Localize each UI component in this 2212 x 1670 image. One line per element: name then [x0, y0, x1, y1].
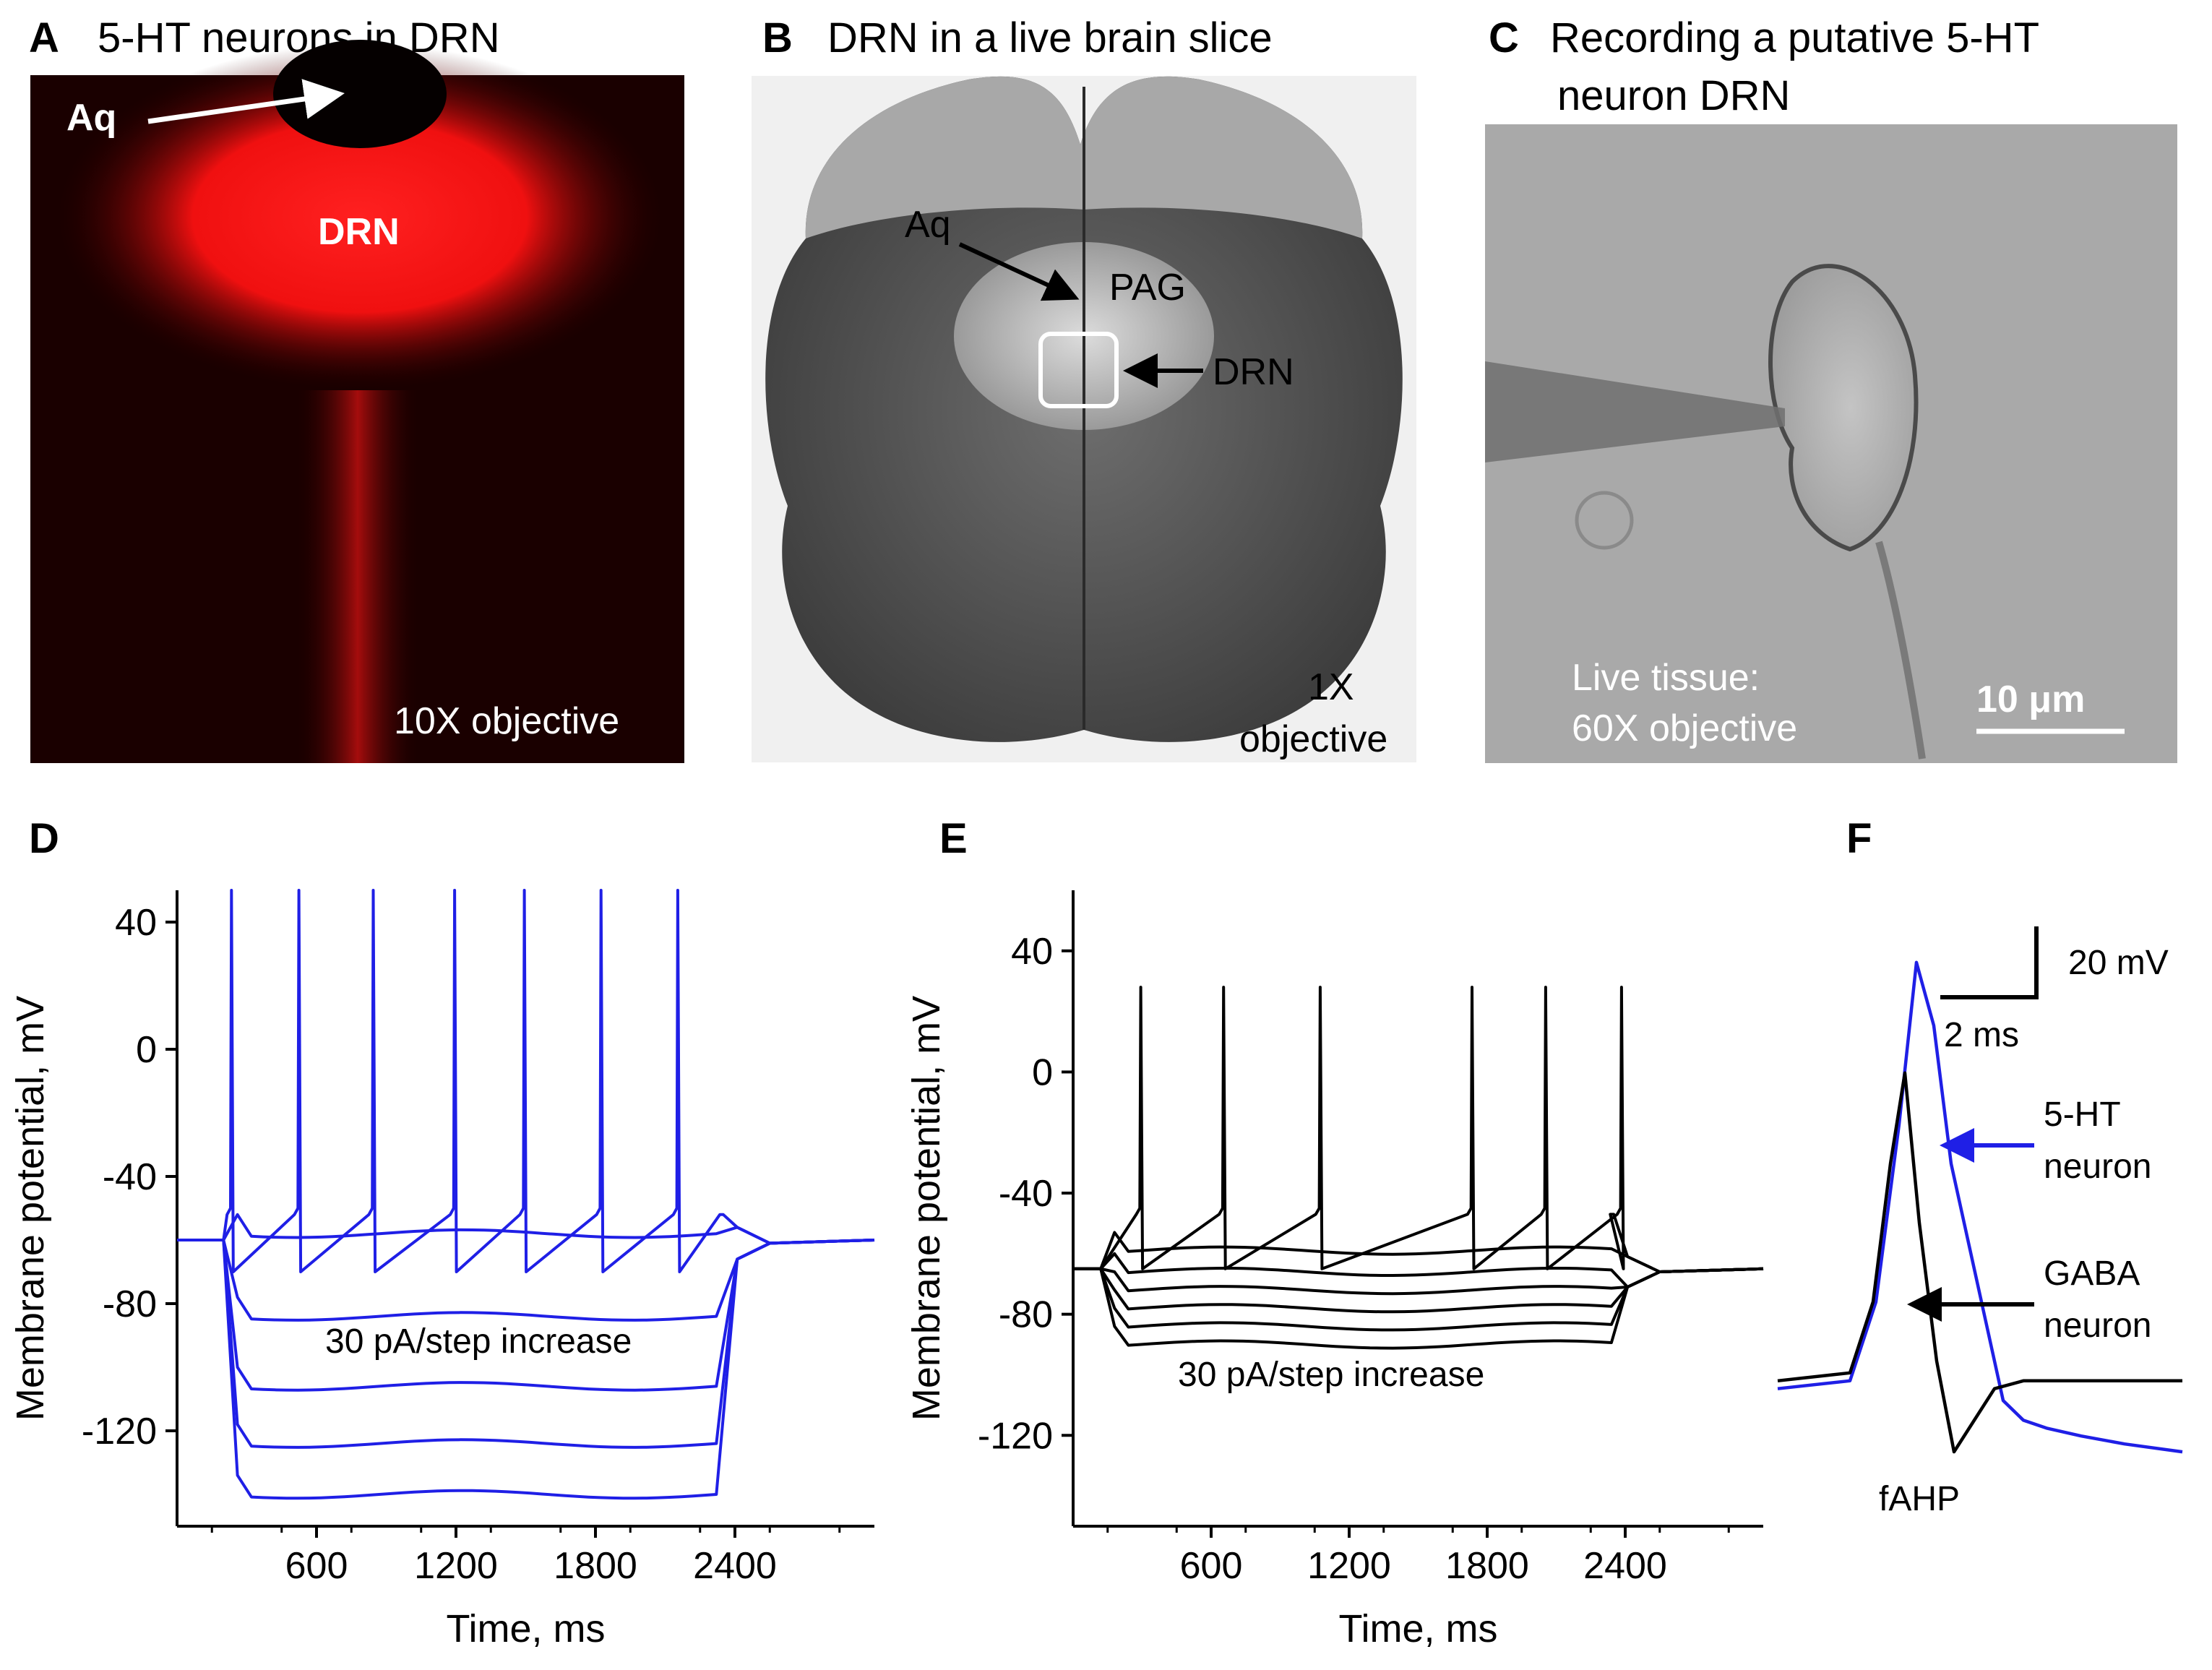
- panel-b-label: B: [762, 14, 793, 61]
- recording-pipette: [1485, 361, 1785, 462]
- panel-d: D 40 0 -40 -80 -120 600 1200 1800 2400 Time, ms Me…: [9, 815, 875, 1650]
- panel-a: A 5-HT neurons in DRN Aq DRN 10X objecti…: [29, 14, 684, 763]
- y-tick-label: -120: [82, 1411, 157, 1452]
- trace-5-ht-neuron: [1777, 960, 2183, 1454]
- ht-label-2: neuron: [2044, 1148, 2151, 1186]
- trace-spiking-step: [1073, 986, 1764, 1273]
- trace-step--3: [177, 1239, 875, 1449]
- panel-a-drn-label: DRN: [318, 211, 400, 253]
- panel-b-pag-label: PAG: [1109, 267, 1186, 309]
- neuron-soma: [1768, 264, 1919, 552]
- panel-e-annotation: 30 pA/step increase: [1178, 1356, 1484, 1394]
- trace-gaba-neuron: [1777, 1071, 2182, 1454]
- trace-spiking-step: [177, 889, 875, 1273]
- chart-d: 40 0 -40 -80 -120 600 1200 1800 2400 Time, ms Memb…: [9, 889, 875, 1650]
- panel-c: C Recording a putative 5-HT neuron DRN L…: [1485, 14, 2177, 763]
- panel-b-drn-label: DRN: [1213, 351, 1294, 393]
- y-tick-label: -80: [103, 1283, 157, 1325]
- y-tick-label: -120: [978, 1415, 1053, 1457]
- midline-fibers: [296, 390, 419, 763]
- y-tick-label: 40: [1011, 931, 1053, 973]
- panel-b-aq-arrow: [958, 242, 1080, 301]
- x-tick-label: 2400: [1583, 1545, 1667, 1587]
- y-axis-label: Membrane potential, mV: [905, 996, 948, 1421]
- chart-e: 40 0 -40 -80 -120 600 1200 1800 2400 Time, ms Memb…: [905, 890, 1764, 1650]
- x-tick-label: 1200: [1307, 1545, 1391, 1587]
- panel-b-objective-2: objective: [1239, 718, 1387, 760]
- trace-step-2: [1073, 1252, 1764, 1288]
- panel-c-label: C: [1489, 14, 1519, 61]
- panel-a-aq-label: Aq: [66, 97, 116, 139]
- scale-t-label: 2 ms: [1944, 1016, 2019, 1054]
- panel-e: E 40 0 -40 -80 -120 600 1200 1800 2400 Time, ms Me…: [905, 815, 1764, 1650]
- trace-step--4: [177, 1239, 875, 1500]
- panel-b-aq-label: Aq: [905, 204, 951, 246]
- trace-step-4: [1073, 1267, 1764, 1314]
- panel-d-annotation: 30 pA/step increase: [325, 1322, 632, 1361]
- y-tick-label: -80: [999, 1294, 1053, 1336]
- panel-c-live-2: 60X objective: [1572, 707, 1797, 749]
- panel-f: F 20 mV 2 ms 5-HT neuron GABA neuron fAH…: [1777, 815, 2183, 1518]
- x-tick-label: 600: [285, 1545, 348, 1587]
- aqueduct-dark: [273, 40, 447, 148]
- panel-b: B DRN in a live brain slice Aq PAG DRN 1…: [752, 14, 1416, 762]
- trace-step-0: [177, 1213, 875, 1245]
- y-tick-label: -40: [999, 1173, 1053, 1215]
- y-tick-label: 0: [136, 1029, 157, 1071]
- x-tick-label: 1800: [1445, 1545, 1529, 1587]
- ht-label-1: 5-HT: [2044, 1096, 2121, 1134]
- drn-box: [1038, 332, 1119, 408]
- neighbor-cell: [1575, 491, 1634, 550]
- drn-glow: [56, 43, 663, 390]
- y-tick-label: 0: [1032, 1051, 1053, 1093]
- panel-a-label: A: [29, 14, 59, 61]
- panel-e-label: E: [939, 815, 968, 862]
- panel-c-live-1: Live tissue:: [1572, 657, 1760, 699]
- x-axis-label: Time, ms: [1339, 1607, 1498, 1650]
- x-axis-label: Time, ms: [447, 1607, 606, 1650]
- panel-c-title-1: Recording a putative 5-HT: [1550, 14, 2039, 61]
- gaba-label-1: GABA: [2044, 1254, 2140, 1293]
- panel-a-objective: 10X objective: [394, 700, 619, 742]
- panel-b-title: DRN in a live brain slice: [827, 14, 1273, 61]
- fahp-label: fAHP: [1879, 1480, 1960, 1518]
- trace-step--2: [177, 1239, 875, 1392]
- trace-step--1: [177, 1239, 875, 1322]
- panel-c-scalebar-label: 10 μm: [1976, 679, 2085, 720]
- x-tick-label: 600: [1180, 1545, 1243, 1587]
- gaba-label-2: neuron: [2044, 1307, 2151, 1345]
- x-tick-label: 2400: [693, 1545, 777, 1587]
- trace-step-1: [1073, 1231, 1764, 1273]
- scale-bar: [1940, 926, 2039, 999]
- panel-b-objective-1: 1X: [1308, 666, 1354, 708]
- trace-step-3: [1073, 1267, 1764, 1296]
- trace-step-6: [1073, 1267, 1764, 1350]
- trace-step-5: [1073, 1267, 1764, 1332]
- y-tick-label: 40: [115, 902, 157, 944]
- aq-arrow: [147, 79, 345, 124]
- neuron-dendrite: [1875, 541, 1926, 759]
- chart-f: [1777, 960, 2183, 1454]
- y-tick-label: -40: [103, 1156, 157, 1198]
- scale-v-label: 20 mV: [2068, 944, 2169, 982]
- y-axis-label: Membrane potential, mV: [9, 996, 52, 1421]
- panel-d-label: D: [29, 815, 59, 862]
- x-tick-label: 1800: [554, 1545, 637, 1587]
- x-tick-label: 1200: [414, 1545, 498, 1587]
- panel-c-title-2: neuron DRN: [1557, 72, 1790, 119]
- panel-f-label: F: [1846, 815, 1872, 862]
